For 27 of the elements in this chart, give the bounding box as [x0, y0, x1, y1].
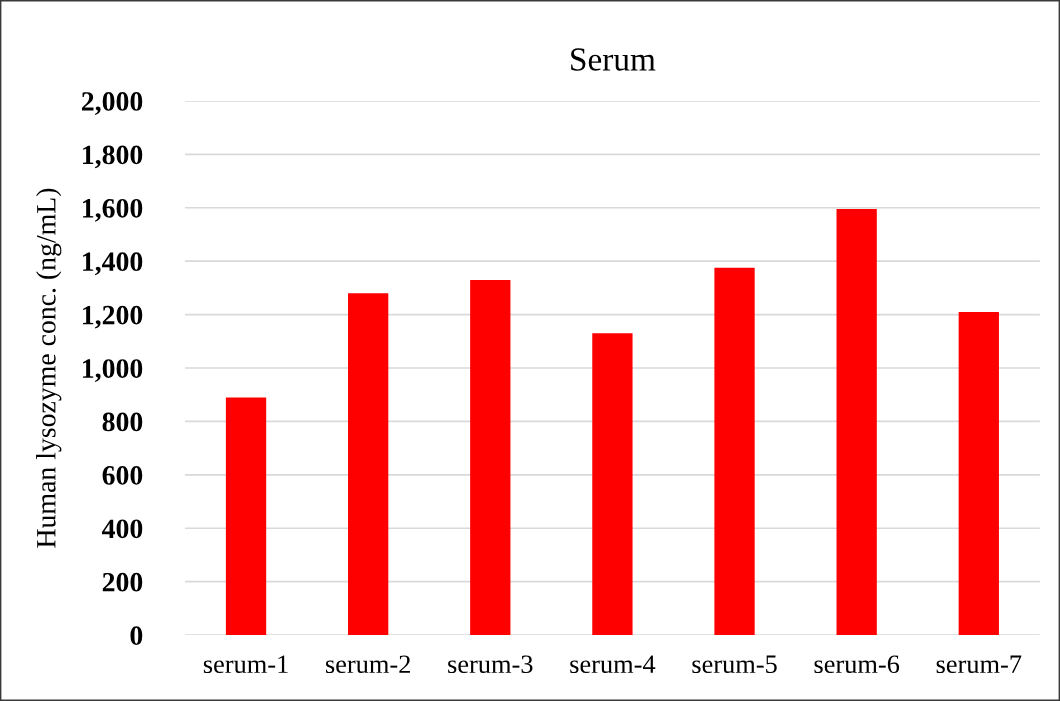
x-tick-label: serum-7: [936, 655, 1022, 674]
y-tick-label: 1,400: [83, 252, 143, 276]
y-tick-label: 600: [102, 466, 143, 485]
x-tick-label: serum-3: [448, 655, 533, 674]
bar: [592, 333, 633, 636]
y-tick-label: 1,800: [83, 145, 143, 169]
y-tick-label: 2,000: [81, 92, 143, 115]
y-tick-label: 800: [102, 412, 143, 432]
bar: [836, 209, 877, 636]
chart-title: Serum: [571, 48, 656, 71]
x-tick-label: serum-5: [692, 655, 777, 674]
bar: [225, 397, 267, 636]
y-tick-label: 400: [102, 519, 143, 539]
x-tick-label: serum-1: [203, 655, 288, 674]
x-tick-label: serum-6: [814, 655, 900, 674]
bar: [470, 279, 511, 636]
bar: [714, 267, 755, 636]
y-tick-label: 1,000: [83, 359, 143, 382]
y-tick-label: 1,200: [83, 305, 143, 329]
y-tick-label: 200: [102, 572, 143, 592]
y-axis-title: Human lysozyme conc. (ng/mL): [36, 188, 62, 548]
y-tick-label: 1,600: [83, 198, 143, 222]
bar: [348, 293, 389, 636]
y-tick-label: 0: [130, 626, 143, 646]
x-tick-label: serum-4: [570, 655, 656, 674]
x-tick-label: serum-2: [326, 655, 410, 674]
bar: [958, 311, 999, 636]
